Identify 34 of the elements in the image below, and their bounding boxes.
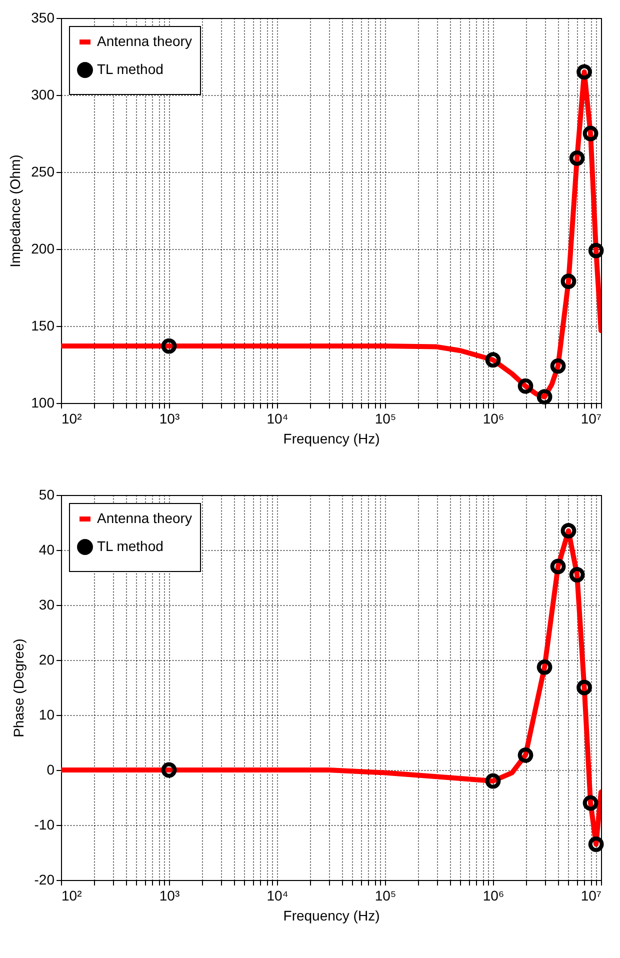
- y-tick-label: 0: [46, 762, 55, 778]
- y-tick-label: 20: [38, 652, 55, 668]
- y-tick-label: 40: [38, 542, 55, 558]
- x-tick-label: 10⁶: [482, 410, 504, 426]
- legend-label: TL method: [97, 538, 164, 554]
- legend-label: TL method: [97, 61, 164, 77]
- y-axis-title: Impedance (Ohm): [7, 154, 24, 268]
- x-tick-label: 10⁴: [266, 410, 288, 426]
- x-axis-title: Frequency (Hz): [283, 908, 380, 924]
- legend-label: Antenna theory: [97, 33, 192, 49]
- x-tick-label: 10⁷: [580, 888, 602, 904]
- y-tick-label: 30: [38, 596, 55, 612]
- x-axis-title: Frequency (Hz): [283, 430, 380, 446]
- y-tick-label: 250: [31, 164, 55, 180]
- legend-label: Antenna theory: [97, 510, 192, 526]
- x-tick-label: 10⁶: [482, 888, 504, 904]
- x-tick-label: 10³: [159, 888, 180, 904]
- x-tick-label: 10³: [159, 410, 180, 426]
- y-tick-label: 350: [31, 10, 55, 26]
- y-tick-label: 10: [38, 706, 55, 722]
- x-tick-label: 10²: [62, 410, 82, 426]
- y-tick-label: -10: [34, 816, 55, 832]
- y-tick-label: -20: [34, 872, 55, 888]
- x-tick-label: 10⁵: [374, 410, 396, 426]
- x-tick-label: 10⁷: [580, 410, 602, 426]
- x-tick-label: 10²: [62, 888, 82, 904]
- y-tick-label: 300: [31, 86, 55, 102]
- y-tick-label: 200: [31, 240, 55, 256]
- y-tick-label: 150: [31, 318, 55, 334]
- y-tick-label: 100: [31, 394, 55, 410]
- y-tick-label: 50: [38, 486, 55, 502]
- x-tick-label: 10⁴: [266, 888, 288, 904]
- x-tick-label: 10⁵: [374, 888, 396, 904]
- y-axis-title: Phase (Degree): [10, 638, 26, 738]
